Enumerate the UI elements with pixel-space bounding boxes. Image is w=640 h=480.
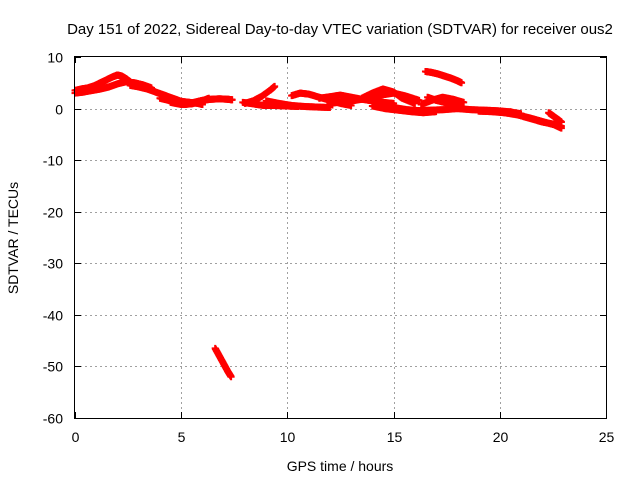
x-tick-label: 10 (280, 429, 296, 445)
y-tick-label: 0 (55, 102, 63, 118)
y-tick-label: -30 (43, 256, 63, 272)
x-tick-label: 15 (387, 429, 403, 445)
data-point (415, 96, 423, 104)
series-outlier-descent (211, 344, 235, 381)
data-point (458, 79, 466, 87)
tick-labels: 0 5 10 15 20 25 10 0 -10 -20 -30 -40 -50 -60 (43, 50, 615, 446)
y-tick-label: -60 (43, 411, 63, 427)
x-tick-label: 20 (493, 429, 509, 445)
y-tick-label: -50 (43, 359, 63, 375)
data-point (227, 373, 235, 381)
series-arc-5-7 (167, 94, 213, 108)
data-points (71, 67, 565, 381)
series-upper-arc-17 (421, 67, 466, 87)
axis-ticks (75, 57, 607, 419)
series-arc-22-23 (545, 109, 565, 126)
series-arc-17-19 (424, 93, 466, 111)
y-axis-label: SDTVAR / TECUs (5, 182, 21, 294)
y-tick-label: -10 (43, 153, 63, 169)
chart-title: Day 151 of 2022, Sidereal Day-to-day VTE… (67, 21, 613, 38)
x-tick-label: 0 (72, 429, 80, 445)
grid-lines (75, 57, 606, 418)
data-point (271, 82, 279, 90)
data-point (460, 98, 468, 106)
plot-frame (74, 56, 607, 419)
y-tick-label: 10 (47, 50, 63, 66)
y-tick-label: -20 (43, 205, 63, 221)
series-arc-20-23 (506, 108, 565, 130)
data-point (205, 94, 213, 102)
x-axis-label: GPS time / hours (287, 458, 394, 474)
data-point (557, 118, 565, 126)
data-point (228, 96, 236, 104)
series-arc-9-12 (262, 97, 334, 112)
data-point (411, 99, 419, 107)
y-tick-label: -40 (43, 308, 63, 324)
series-arc-13-16 (358, 85, 419, 107)
x-tick-label: 5 (178, 429, 186, 445)
x-tick-label: 25 (599, 429, 615, 445)
